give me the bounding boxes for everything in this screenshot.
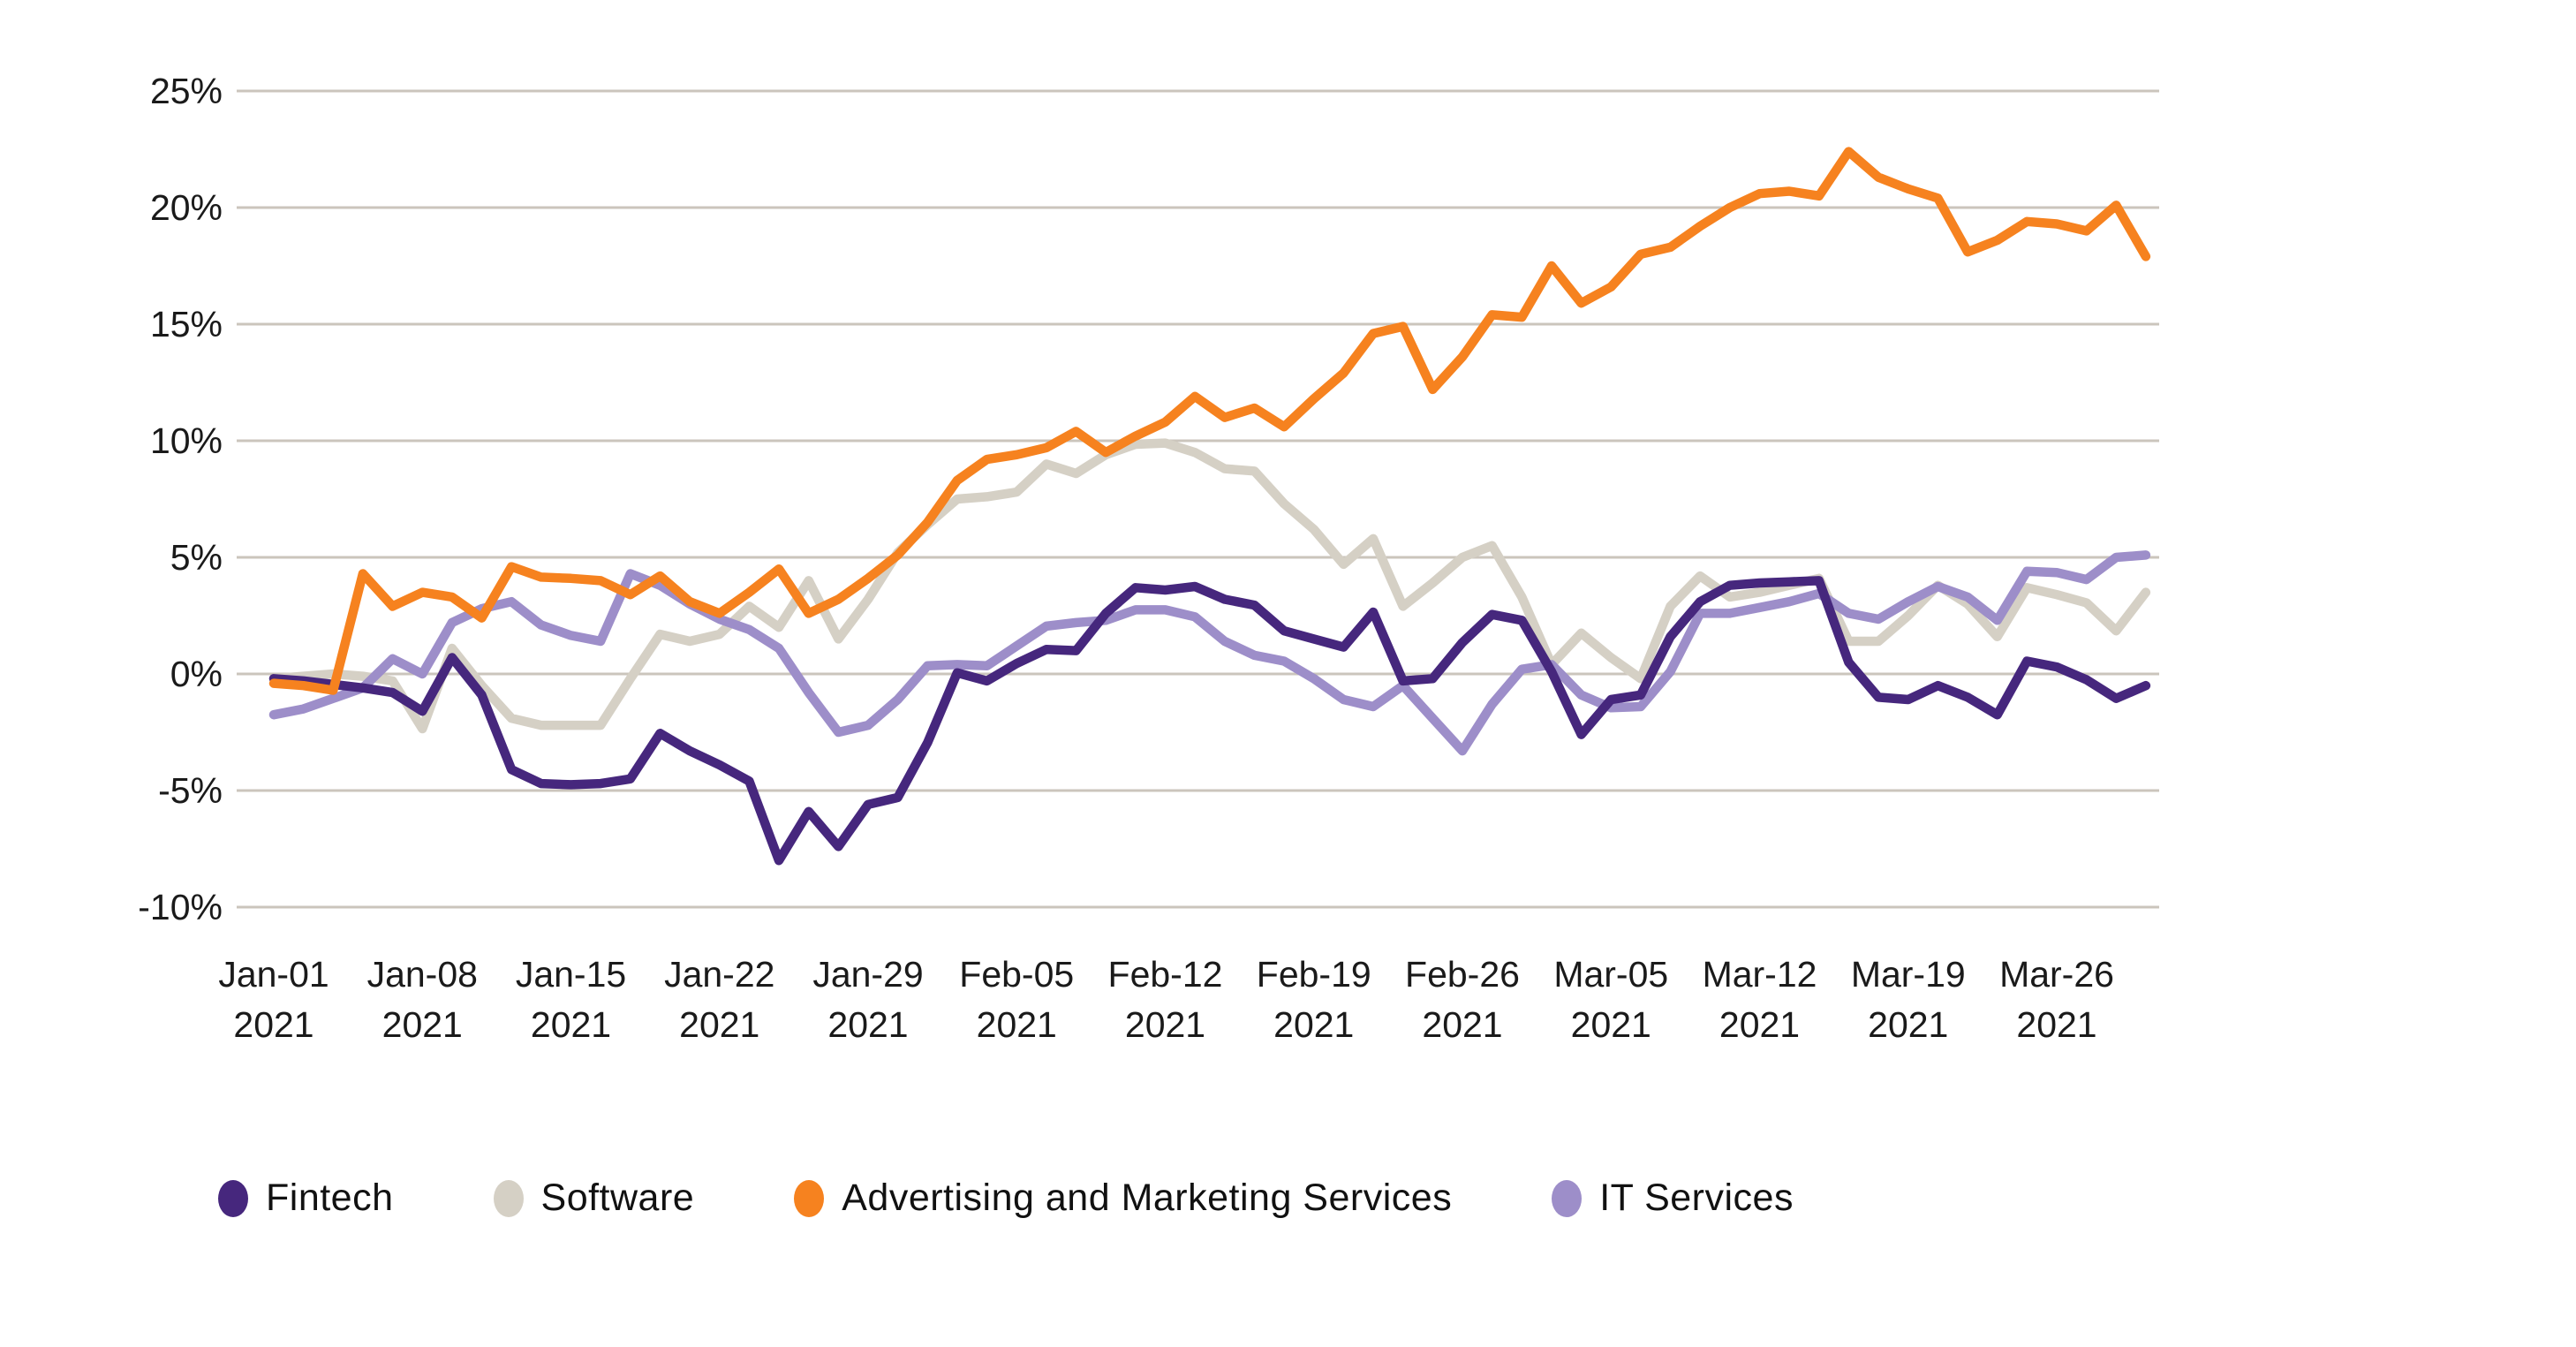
y-tick-label: 20% [150, 187, 223, 228]
x-tick-label-year: 2021 [827, 1004, 908, 1045]
x-tick-label-year: 2021 [233, 1004, 314, 1045]
x-tick-label-year: 2021 [1125, 1004, 1205, 1045]
x-tick-label-date: Mar-26 [1999, 954, 2114, 995]
x-tick-label-date: Jan-08 [367, 954, 478, 995]
series-lines [268, 147, 2151, 866]
x-tick-label-year: 2021 [531, 1004, 611, 1045]
legend-dot-icon [794, 1179, 825, 1217]
x-tick-label-date: Feb-26 [1405, 954, 1520, 995]
x-tick-label-year: 2021 [1273, 1004, 1354, 1045]
x-tick-label-date: Jan-01 [218, 954, 329, 995]
legend-item-software: Software [493, 1177, 695, 1220]
legend-dot-icon [218, 1179, 248, 1217]
x-tick-label-date: Feb-05 [959, 954, 1074, 995]
x-tick-label-year: 2021 [679, 1004, 759, 1045]
series-line-it-services [268, 550, 2151, 756]
legend-dot-icon [1552, 1179, 1583, 1217]
legend-item-fintech: Fintech [218, 1177, 394, 1220]
legend-label: Fintech [266, 1177, 394, 1219]
legend-dot-icon [493, 1179, 524, 1217]
gridlines [237, 89, 2159, 909]
x-tick-label-year: 2021 [1719, 1004, 1800, 1045]
x-axis-labels: Jan-01 2021 Jan-08 2021 Jan-15 2021 Jan-22 2021… [218, 954, 2114, 1045]
x-tick-label-year: 2021 [1422, 1004, 1502, 1045]
legend-item-it-services: IT Services [1552, 1177, 1794, 1220]
x-tick-label-date: Jan-15 [516, 954, 626, 995]
legend-label: IT Services [1599, 1177, 1794, 1219]
legend-label: Advertising and Marketing Services [842, 1177, 1453, 1219]
y-tick-label: 10% [150, 420, 223, 461]
x-tick-label-year: 2021 [382, 1004, 463, 1045]
x-tick-label-year: 2021 [1571, 1004, 1651, 1045]
x-tick-label-year: 2021 [977, 1004, 1057, 1045]
x-tick-label-date: Mar-19 [1851, 954, 1966, 995]
y-tick-label: -5% [158, 770, 223, 811]
x-tick-label-date: Mar-05 [1553, 954, 1668, 995]
x-tick-label-year: 2021 [2016, 1004, 2096, 1045]
legend-item-advertising-and-marketing-services: Advertising and Marketing Services [794, 1177, 1452, 1220]
x-tick-label-year: 2021 [1868, 1004, 1948, 1045]
legend-label: Software [540, 1177, 695, 1219]
chart-legend: Fintech Software Advertising and Marketing… [218, 1177, 1794, 1220]
y-tick-label: 0% [170, 654, 223, 694]
x-tick-label-date: Feb-19 [1257, 954, 1371, 995]
x-tick-label-date: Jan-29 [812, 954, 923, 995]
y-axis-labels: 25% 20% 15% 10% 5% 0% -5% -10% [138, 71, 223, 927]
x-tick-label-date: Jan-22 [664, 954, 774, 995]
x-tick-label-date: Feb-12 [1108, 954, 1223, 995]
y-tick-label: 5% [170, 537, 223, 578]
series-line-advertising-and-marketing-services [268, 147, 2151, 695]
y-tick-label: 25% [150, 71, 223, 111]
x-tick-label-date: Mar-12 [1703, 954, 1817, 995]
y-tick-label: 15% [150, 304, 223, 344]
series-line-fintech [268, 576, 2151, 866]
y-tick-label: -10% [138, 887, 223, 927]
